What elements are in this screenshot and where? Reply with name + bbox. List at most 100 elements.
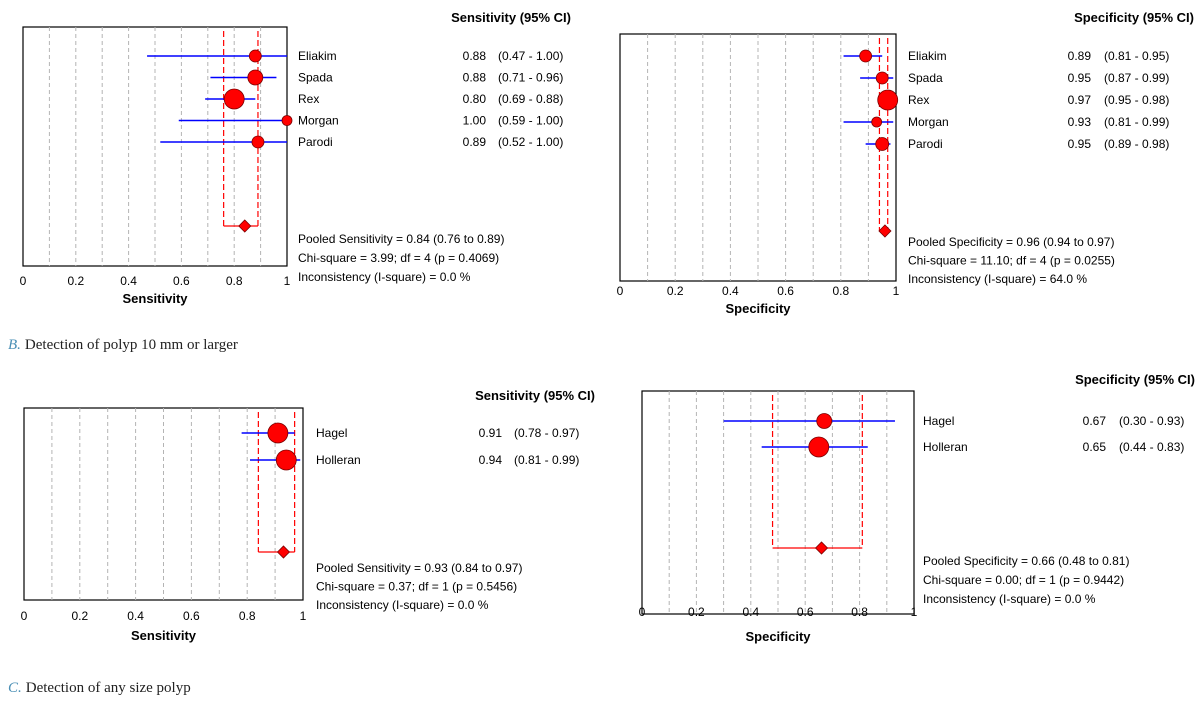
forest-plot-svg: Specificity (95% CI) Hagel 0.67 (0.30 - 0.9… [639, 372, 1195, 644]
study-point-marker [877, 89, 899, 111]
x-tick-label: 0.6 [173, 274, 190, 288]
x-tick-label: 0.4 [127, 609, 144, 623]
study-ci-label: (0.81 - 0.99) [1104, 115, 1169, 129]
pooled-stat-line: Inconsistency (I-square) = 0.0 % [316, 598, 489, 612]
study-ci-label: (0.44 - 0.83) [1119, 440, 1184, 454]
study-name-label: Holleran [923, 440, 968, 454]
study-name-label: Rex [298, 92, 319, 106]
study-point-marker [223, 88, 245, 110]
x-axis-label: Sensitivity [131, 628, 197, 643]
x-axis-label: Specificity [745, 629, 811, 644]
pooled-stat-line: Chi-square = 0.00; df = 1 (p = 0.9442) [923, 573, 1124, 587]
x-tick-label: 1 [911, 605, 918, 619]
study-point-marker [248, 49, 262, 63]
pooled-stat-line: Inconsistency (I-square) = 0.0 % [923, 592, 1096, 606]
x-tick-label: 0.8 [239, 609, 256, 623]
x-axis-label: Specificity [725, 301, 791, 316]
x-tick-label: 1 [300, 609, 307, 623]
study-name-label: Parodi [908, 137, 943, 151]
study-estimate-label: 0.95 [1068, 137, 1092, 151]
caption-b-letter: B. [8, 337, 21, 353]
pooled-stat-line: Pooled Sensitivity = 0.93 (0.84 to 0.97) [316, 561, 522, 575]
x-tick-label: 0 [20, 274, 27, 288]
pooled-stat-line: Pooled Specificity = 0.96 (0.94 to 0.97) [908, 235, 1114, 249]
study-name-label: Hagel [923, 414, 954, 428]
x-tick-label: 0.2 [667, 284, 684, 298]
x-tick-label: 1 [893, 284, 900, 298]
study-ci-label: (0.78 - 0.97) [514, 426, 579, 440]
study-point-marker [275, 449, 297, 471]
x-tick-label: 0.4 [722, 284, 739, 298]
pooled-stat-line: Inconsistency (I-square) = 64.0 % [908, 272, 1087, 286]
study-point-marker [875, 71, 889, 85]
x-tick-label: 1 [284, 274, 291, 288]
study-ci-label: (0.47 - 1.00) [498, 49, 563, 63]
study-estimate-label: 1.00 [463, 114, 487, 128]
forest-plot-specificity-bottom: Specificity (95% CI) Hagel 0.67 (0.30 - 0.9… [610, 362, 1202, 662]
x-tick-label: 0.8 [832, 284, 849, 298]
pooled-estimate-diamond [238, 219, 252, 233]
study-estimate-label: 0.89 [1068, 49, 1092, 63]
x-tick-label: 0.2 [71, 609, 88, 623]
study-point-marker [859, 49, 873, 63]
study-point-marker [816, 413, 833, 429]
study-estimate-label: 0.91 [479, 426, 503, 440]
study-estimate-label: 0.88 [463, 49, 487, 63]
ci-column-header: Sensitivity (95% CI) [475, 388, 595, 403]
study-ci-label: (0.87 - 0.99) [1104, 71, 1169, 85]
study-point-marker [267, 422, 289, 444]
forest-plot-sensitivity-bottom: Sensitivity (95% CI) Hagel 0.91 (0.78 - 0.9… [0, 362, 610, 662]
study-name-label: Parodi [298, 135, 333, 149]
pooled-estimate-diamond [814, 541, 829, 555]
study-point-marker [281, 115, 293, 126]
pooled-stat-line: Chi-square = 11.10; df = 4 (p = 0.0255) [908, 254, 1115, 268]
caption-b-text: Detection of polyp 10 mm or larger [24, 337, 238, 353]
x-tick-label: 0 [21, 609, 28, 623]
study-ci-label: (0.89 - 0.98) [1104, 137, 1169, 151]
study-point-marker [251, 135, 265, 149]
forest-plot-specificity-top: Specificity (95% CI) Eliakim 0.89 (0.81 - 0… [600, 0, 1202, 330]
pooled-stat-line: Chi-square = 3.99; df = 4 (p = 0.4069) [298, 251, 499, 265]
study-ci-label: (0.30 - 0.93) [1119, 414, 1184, 428]
x-tick-label: 0 [617, 284, 624, 298]
study-name-label: Spada [298, 71, 333, 85]
study-ci-label: (0.71 - 0.96) [498, 71, 563, 85]
study-point-marker [808, 436, 830, 458]
forest-plot-sensitivity-top: Sensitivity (95% CI) Eliakim 0.88 (0.47 - 1… [0, 0, 600, 330]
study-ci-label: (0.59 - 1.00) [498, 114, 563, 128]
pooled-stat-line: Inconsistency (I-square) = 0.0 % [298, 270, 471, 284]
study-ci-label: (0.95 - 0.98) [1104, 93, 1169, 107]
x-tick-label: 0.4 [742, 605, 759, 619]
pooled-stat-line: Pooled Sensitivity = 0.84 (0.76 to 0.89) [298, 232, 504, 246]
study-estimate-label: 0.89 [463, 135, 487, 149]
ci-column-header: Sensitivity (95% CI) [451, 10, 571, 25]
study-point-marker [871, 116, 883, 128]
study-estimate-label: 0.94 [479, 453, 503, 467]
forest-plot-svg: Specificity (95% CI) Eliakim 0.89 (0.81 - 0… [617, 10, 1194, 316]
x-axis-label: Sensitivity [122, 291, 188, 306]
study-estimate-label: 0.65 [1083, 440, 1107, 454]
caption-c-letter: C. [8, 680, 22, 696]
x-tick-label: 0.8 [851, 605, 868, 619]
study-name-label: Eliakim [298, 49, 337, 63]
study-name-label: Spada [908, 71, 943, 85]
study-ci-label: (0.69 - 0.88) [498, 92, 563, 106]
x-tick-label: 0.2 [67, 274, 84, 288]
study-point-marker [247, 69, 264, 86]
forest-plot-svg: Sensitivity (95% CI) Hagel 0.91 (0.78 - 0.9… [21, 388, 595, 643]
caption-c-text: Detection of any size polyp [25, 680, 191, 696]
study-ci-label: (0.81 - 0.99) [514, 453, 579, 467]
study-name-label: Rex [908, 93, 929, 107]
pooled-stat-line: Chi-square = 0.37; df = 1 (p = 0.5456) [316, 580, 517, 594]
study-estimate-label: 0.97 [1068, 93, 1092, 107]
x-tick-label: 0.8 [226, 274, 243, 288]
pooled-estimate-diamond [276, 545, 291, 559]
study-name-label: Hagel [316, 426, 347, 440]
x-tick-label: 0.6 [797, 605, 814, 619]
x-tick-label: 0 [639, 605, 646, 619]
x-tick-label: 0.6 [183, 609, 200, 623]
x-tick-label: 0.2 [688, 605, 705, 619]
study-ci-label: (0.81 - 0.95) [1104, 49, 1169, 63]
study-estimate-label: 0.67 [1083, 414, 1107, 428]
study-estimate-label: 0.88 [463, 71, 487, 85]
